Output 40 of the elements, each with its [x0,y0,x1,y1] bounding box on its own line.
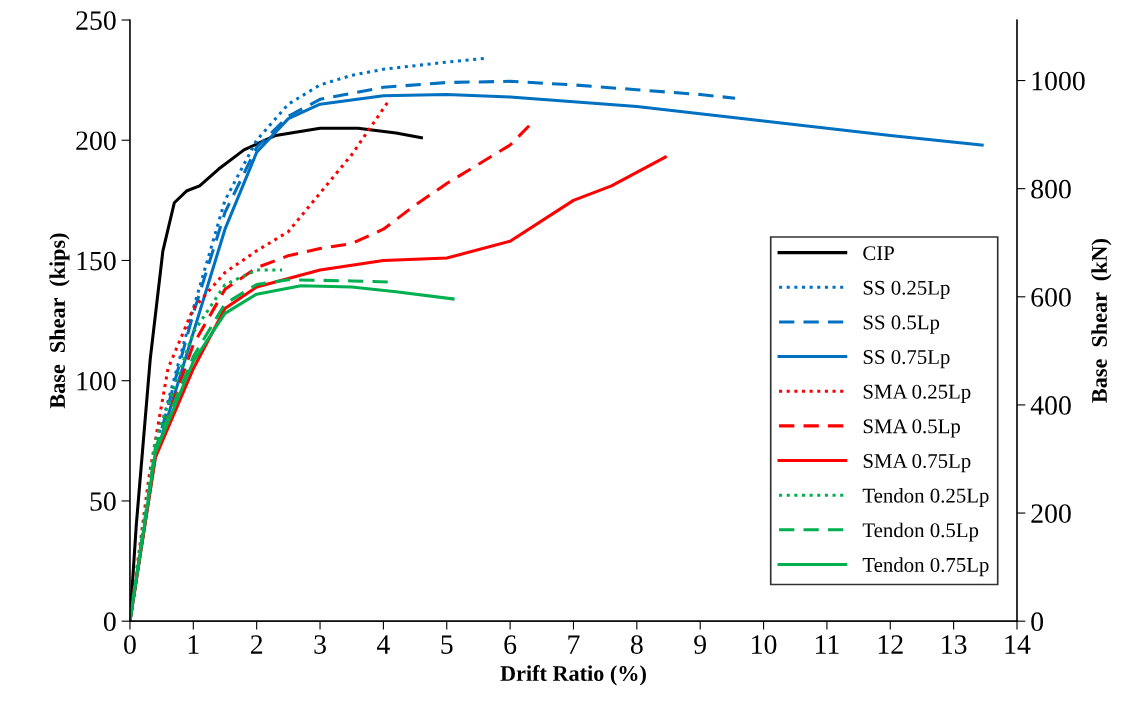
y-tick-label: 150 [77,251,116,271]
x-tick-label: 5 [441,635,453,654]
legend-label: SS 0.25Lp [863,280,950,300]
legend-label: SMA 0.75Lp [863,453,971,473]
x-tick-label: 13 [942,635,967,654]
y2-axis-title: Base Shear (kN) [1091,239,1112,403]
x-tick-label: 14 [1005,635,1031,654]
y2-tick-label: 600 [1031,287,1071,307]
y2-tick-label: 1000 [1032,71,1085,91]
y-tick-label: 100 [77,371,116,391]
y2-tick-label: 400 [1030,396,1071,415]
y-tick-label: 250 [76,11,116,30]
x-tick-label: 3 [314,635,326,654]
x-tick-label: 11 [815,635,839,654]
x-tick-label: 10 [752,635,777,654]
x-tick-label: 6 [504,635,517,654]
x-tick-label: 2 [250,635,263,654]
legend-label: Tendon 0.5Lp [862,522,979,542]
y2-tick-label: 0 [1031,612,1044,632]
x-tick-label: 8 [630,635,643,654]
y2-tick-label: 800 [1031,179,1071,199]
x-tick-label: 7 [568,635,580,654]
legend-label: Tendon 0.75Lp [862,557,989,577]
x-tick-label: 12 [878,635,903,654]
y-tick-label: 50 [90,492,116,511]
y2-tick-label: 200 [1031,504,1071,523]
x-tick-label: 4 [376,635,390,654]
legend-label: SMA 0.25Lp [863,384,971,403]
x-axis-title: Drift Ratio (%) [500,665,646,686]
y-tick-label: 0 [103,612,116,632]
x-tick-label: 1 [188,635,199,654]
x-tick-label: 0 [124,635,136,654]
x-tick-label: 9 [694,635,706,654]
legend-label: SS 0.5Lp [863,315,940,334]
legend-label: CIP [863,246,894,261]
legend-label: SMA 0.5Lp [863,419,960,438]
y-axis-title: Base Shear (kips) [49,233,70,409]
y-tick-label: 200 [76,131,116,151]
legend-label: SS 0.75Lp [863,350,950,369]
legend-label: Tendon 0.25Lp [862,487,989,507]
